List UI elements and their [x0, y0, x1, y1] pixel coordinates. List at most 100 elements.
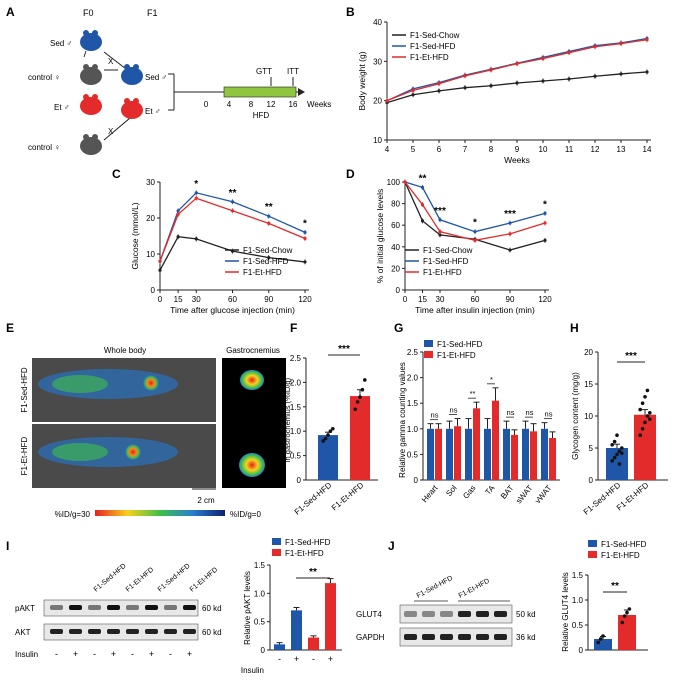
series-line [159, 236, 306, 271]
y-tick-label: 10 [584, 412, 593, 421]
blot-band [126, 629, 139, 634]
bar [308, 637, 319, 650]
panel-label: G [394, 321, 403, 335]
row-label-pakt: pAKT [15, 604, 35, 613]
weeks-label: Weeks [307, 100, 331, 109]
kd-label: 36 kd [516, 633, 536, 642]
x-tick-label: 6 [437, 145, 442, 154]
y-tick-label: 20 [373, 97, 382, 106]
insulin-label: Insulin [15, 650, 38, 659]
f1-sed-mouse-icon [121, 64, 143, 85]
y-tick-label: 1.5 [572, 571, 584, 580]
y-axis-label: Glycogen content (mg/g) [571, 372, 580, 460]
scale-low-label: %ID/g=0 [230, 510, 261, 519]
bar [606, 448, 628, 480]
bar [549, 438, 556, 480]
treatment-sign: + [111, 649, 116, 659]
panel-g: G 0 0.5 1.0 1.5 2.0 2.5 ns Heart ns Sol ** Gas * TA ns… [394, 321, 560, 505]
data-point [353, 407, 358, 412]
panel-j: J F1-Sed-HFD F1-Et-HFD GLUT4 GAPDH 50 kd… [356, 539, 536, 647]
scale-bar-label: 2 cm [197, 496, 215, 505]
legend-swatch [588, 540, 597, 547]
data-point [489, 84, 493, 88]
x-tick-label: 12 [591, 145, 600, 154]
data-point [360, 387, 365, 392]
treatment-sign: - [278, 654, 281, 664]
treatment-sign: + [187, 649, 192, 659]
control-mother-label-1: control ♀ [28, 73, 60, 82]
bar [465, 428, 472, 480]
legend-label: F1-Sed-HFD [285, 538, 331, 547]
f1-sed-label: Sed ♂ [145, 73, 167, 82]
panel-label: J [388, 539, 395, 553]
bar [503, 428, 510, 480]
legend-label: F1-Et-HFD [601, 551, 640, 560]
x-tick-label: F1-Sed-HFD [582, 480, 623, 516]
lane-label: F1-Sed-HFD [93, 563, 128, 594]
data-point [615, 433, 619, 438]
x-tick-label: 9 [515, 145, 520, 154]
kd-label: 50 kd [516, 610, 536, 619]
blot-band [183, 629, 196, 634]
blot-band [422, 634, 435, 640]
data-point [438, 218, 442, 222]
blot-band [88, 629, 101, 634]
bar [530, 431, 537, 480]
data-point [601, 634, 605, 638]
data-point [363, 378, 367, 382]
data-point [267, 256, 271, 260]
y-tick-label: 1.0 [572, 596, 584, 605]
et-father-label: Et ♂ [54, 103, 70, 112]
control-mouse-icon [80, 134, 102, 155]
data-point [331, 426, 335, 431]
muscle-signal-et [239, 453, 265, 477]
bar [541, 428, 548, 480]
blot-band [107, 629, 120, 634]
data-point [617, 462, 622, 466]
data-point [303, 236, 307, 241]
y-axis-label: Body weight (g) [357, 51, 367, 110]
data-point [158, 268, 162, 272]
blot-band [69, 605, 82, 610]
data-point [420, 203, 425, 207]
data-point [473, 238, 477, 242]
bar [473, 408, 480, 480]
data-point [194, 237, 198, 241]
y-tick-label: 80 [391, 200, 400, 209]
data-point [648, 417, 652, 422]
x-tick-label: 11 [565, 145, 574, 154]
panel-h: H 05101520F1-Sed-HFDF1-Et-HFD***Glycogen… [570, 321, 668, 517]
gastrocnemius-title: Gastrocnemius [226, 346, 280, 355]
legend-swatch [272, 549, 281, 556]
bar [325, 583, 336, 650]
y-tick-label: 2.5 [290, 354, 302, 363]
x-tick-label: 120 [538, 295, 552, 304]
y-tick-label: 0.5 [290, 452, 302, 461]
data-point [303, 230, 307, 234]
x-tick-label: Gas [461, 484, 477, 501]
data-point [640, 401, 645, 406]
y-axis-label: in gastrocnemius (%ID/g) [283, 377, 292, 462]
row-label-glut4: GLUT4 [356, 610, 382, 619]
row-label-et: F1-Et-HFD [20, 436, 29, 475]
bar [318, 435, 338, 480]
bar [427, 428, 434, 480]
y-tick-label: 1.0 [290, 427, 302, 436]
timeline-arrowhead [298, 88, 305, 96]
data-point [645, 388, 650, 393]
bar [484, 428, 491, 480]
x-tick-label: 30 [192, 295, 201, 304]
hotspot [143, 375, 159, 391]
data-point [323, 436, 328, 441]
legend-label: F1-Et-HFD [243, 268, 282, 277]
data-point [267, 214, 271, 218]
y-tick-label: 0 [261, 646, 266, 655]
x-axis-label: Weeks [504, 155, 530, 165]
x-tick-label: 10 [539, 145, 548, 154]
y-tick-label: 0.5 [572, 621, 584, 630]
blot-band [494, 611, 507, 617]
blot-band [440, 634, 453, 640]
data-point [619, 42, 623, 46]
kd-label: 60 kd [202, 604, 222, 613]
